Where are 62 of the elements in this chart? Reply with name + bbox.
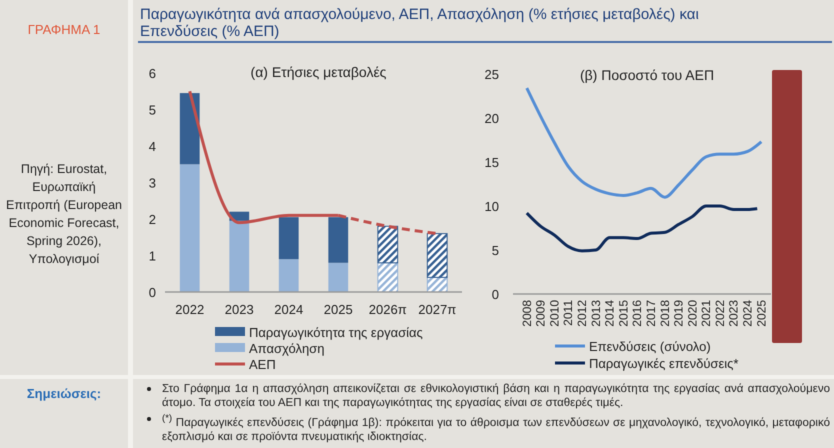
legend-label: Παραγωγικές επενδύσεις* xyxy=(589,356,738,371)
legend-label: ΑΕΠ xyxy=(249,357,276,372)
text: Στο Γράφημα 1α η απασχόληση απεικονίζεται σε εθνικολογιστική βάση και η παραγωγικότητα της εργασίας ανά απασχολούμενο άτομο. Τα στοιχεία του ΑΕΠ και της παραγωγικότητας της εργασίας είναι σε σταθερές τιμές. xyxy=(162,382,830,410)
y-tick-label: 3 xyxy=(148,176,156,190)
chart-title: (β) Ποσοστό του ΑΕΠ xyxy=(580,67,714,83)
bar xyxy=(278,259,299,292)
y-tick-label: 20 xyxy=(484,111,499,126)
y-tick-label: 10 xyxy=(484,199,499,214)
y-tick-label: 1 xyxy=(148,248,156,264)
bar xyxy=(328,262,348,292)
bar xyxy=(180,93,200,164)
x-tick-label: 2025 xyxy=(324,302,353,317)
x-tick-label: 2009 xyxy=(534,300,548,327)
x-tick-label: 2023 xyxy=(224,302,254,317)
bar xyxy=(377,262,398,292)
bar xyxy=(229,220,250,292)
x-tick-label: 2019 xyxy=(672,300,686,327)
x-tick-label: 2027π xyxy=(418,302,456,317)
legend-label: Παραγωγικότητα της εργασίας xyxy=(249,325,423,340)
y-tick-label: 0 xyxy=(492,287,499,302)
line-series xyxy=(525,86,763,199)
x-tick-label: 2022 xyxy=(175,302,204,317)
bar xyxy=(278,217,299,260)
line-series xyxy=(525,204,759,252)
x-tick-label: 2024 xyxy=(274,302,304,317)
legend-label: Απασχόληση xyxy=(249,341,324,356)
x-tick-label: 2018 xyxy=(658,300,672,327)
x-tick-label: 2013 xyxy=(588,300,603,327)
text: Πηγή: Eurostat, Ευρωπαϊκή Επιτροπή (European Economic Forecast, Spring 2026), Υπολογισμοί xyxy=(5,161,123,268)
bar xyxy=(180,164,200,292)
x-tick-label: 2012 xyxy=(574,300,589,327)
bar xyxy=(377,226,398,264)
y-tick-label: 0 xyxy=(148,285,156,300)
x-tick-label: 2014 xyxy=(602,300,617,327)
x-tick-label: 2023 xyxy=(726,300,741,327)
bar xyxy=(328,217,348,263)
x-tick-label: 2026π xyxy=(368,302,407,317)
text: $^{(*)}$ Παραγωγικές επενδύσεις (Γράφημα 1β): πρόκειται για το άθροισμα των επενδύσεων σε μηχανολογικό, τεχνολογικό, μεταφορικό εξοπλισμό και σε προϊόντα πνευματικής ιδιοκτησίας. xyxy=(162,412,830,444)
x-tick-label: 2008 xyxy=(520,300,534,327)
text: Παραγωγικότητα ανά απασχολούμενο, ΑΕΠ, Απασχόληση (% ετήσιες μεταβολές) και Επενδύσεις (% ΑΕΠ) xyxy=(140,6,700,40)
x-tick-label: 2025 xyxy=(754,300,768,327)
y-tick-label: 25 xyxy=(484,67,499,82)
x-tick-label: 2017 xyxy=(644,300,658,327)
x-tick-label: 2015 xyxy=(616,300,630,327)
y-tick-label: 6 xyxy=(148,66,156,81)
legend-label: Επενδύσεις (σύνολο) xyxy=(589,339,711,354)
x-tick-label: 2010 xyxy=(547,300,562,327)
y-tick-label: 5 xyxy=(492,243,499,258)
x-tick-label: 2011 xyxy=(561,300,576,326)
y-tick-label: 15 xyxy=(484,155,499,170)
y-tick-label: 4 xyxy=(148,139,156,154)
x-tick-label: 2020 xyxy=(685,300,700,327)
x-tick-label: 2021 xyxy=(699,300,714,327)
text: ΓΡΑΦΗΜΑ 1 xyxy=(26,22,102,37)
text: Σημειώσεις: xyxy=(26,386,102,401)
chart-title: (α) Ετήσιες μεταβολές xyxy=(250,64,387,80)
x-tick-label: 2024 xyxy=(740,300,755,327)
y-tick-label: 2 xyxy=(148,212,156,227)
x-tick-label: 2016 xyxy=(630,300,644,327)
y-tick-label: 5 xyxy=(148,102,156,118)
bar xyxy=(426,233,448,278)
x-tick-label: 2022 xyxy=(712,300,727,327)
